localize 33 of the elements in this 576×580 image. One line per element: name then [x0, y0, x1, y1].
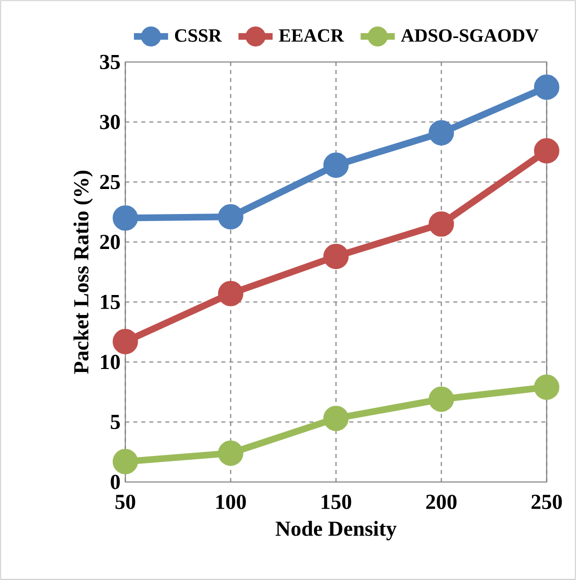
- point: [112, 328, 138, 354]
- point: [534, 138, 560, 164]
- y-tick-label: 35: [100, 54, 120, 70]
- point: [112, 448, 138, 474]
- y-tick-label: 10: [101, 354, 120, 370]
- point: [534, 374, 560, 400]
- legend-label: ADSO-SGAODV: [400, 29, 538, 42]
- point: [428, 211, 454, 237]
- point: [323, 152, 349, 178]
- point: [323, 406, 349, 432]
- x-tick-label: 150: [322, 494, 352, 510]
- point: [428, 386, 454, 412]
- point: [218, 204, 244, 230]
- y-tick-label: 30: [100, 114, 120, 130]
- y-tick-label: 15: [101, 294, 120, 310]
- y-tick-label: 0: [110, 474, 120, 490]
- y-axis-title: Packet Loss Ratio (%): [73, 170, 93, 374]
- x-axis-title: Node Density: [276, 520, 396, 540]
- y-tick-label: 5: [110, 414, 120, 430]
- x-tick-label: 200: [426, 494, 457, 510]
- x-tick-label: 50: [116, 494, 136, 510]
- y-tick-label: 20: [100, 234, 120, 250]
- y-tick-label: 25: [100, 174, 120, 190]
- point: [218, 280, 244, 306]
- point: [323, 244, 349, 270]
- point: [428, 120, 454, 146]
- x-tick-label: 100: [216, 494, 246, 510]
- point: [218, 440, 244, 466]
- point: [534, 74, 560, 100]
- legend-label: EEACR: [278, 29, 344, 42]
- legend-label: CSSR: [175, 29, 222, 42]
- x-tick-label: 250: [532, 494, 562, 510]
- point: [112, 205, 138, 231]
